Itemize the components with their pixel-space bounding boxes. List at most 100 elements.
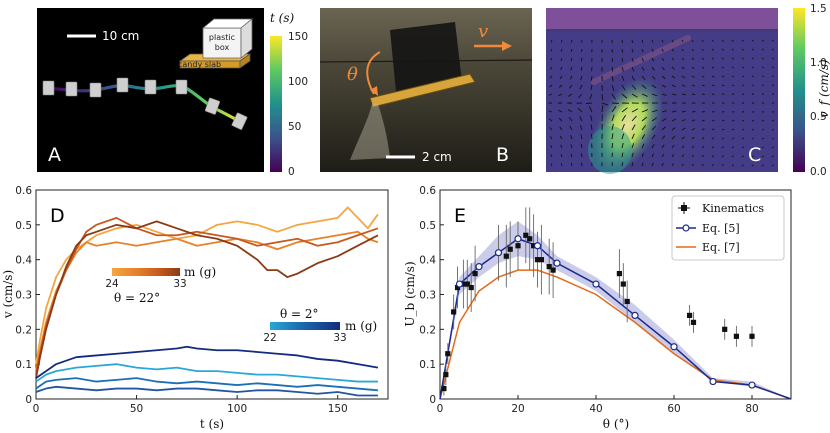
- velocity-vector-67: [761, 57, 764, 60]
- velocity-vector-30: [621, 48, 624, 53]
- eq5-marker-10: [709, 377, 717, 386]
- velocity-vector-272: [741, 137, 745, 140]
- velocity-vector-81: [671, 66, 675, 70]
- velocity-vector-291: [701, 145, 705, 149]
- velocity-vector-130: [701, 84, 705, 87]
- velocity-vector-22: [771, 39, 774, 42]
- panel-c-surface-region: [546, 8, 778, 30]
- velocity-vector-124: [641, 84, 647, 90]
- velocity-vector-152: [691, 93, 696, 96]
- velocity-vector-290: [691, 145, 695, 149]
- velocity-vector-113: [761, 75, 765, 78]
- eq5-marker-9: [670, 343, 678, 351]
- velocity-vector-10: [651, 39, 654, 43]
- velocity-vector-313: [691, 154, 695, 158]
- velocity-arrowhead: [502, 41, 512, 51]
- velocity-vector-342: [751, 164, 754, 167]
- kinematics-point-8: [472, 271, 478, 277]
- velocity-vector-114: [771, 75, 775, 78]
- velocity-vector-108: [711, 75, 715, 78]
- e-xtick-label-20: 20: [511, 403, 524, 415]
- velocity-vector-141: [578, 93, 583, 99]
- snapshot-5: [144, 79, 157, 95]
- velocity-vector-34: [661, 48, 664, 52]
- legend-22-unit: m (g): [184, 265, 216, 279]
- velocity-vector-33: [651, 48, 654, 53]
- velocity-vector-220: [681, 119, 686, 122]
- panel-a-cbar-tick-0: 0: [288, 166, 295, 178]
- velocity-vector-25: [570, 48, 573, 52]
- kinematics-point-11: [507, 246, 513, 252]
- legend-2-min: 22: [263, 332, 276, 344]
- velocity-vector-150: [671, 93, 677, 96]
- d-series-line-6: [35, 385, 378, 397]
- kinematics-point-20: [616, 271, 622, 277]
- velocity-vector-249: [741, 128, 745, 131]
- velocity-vector-142: [589, 93, 593, 100]
- velocity-vector-116: [558, 84, 563, 88]
- velocity-vector-250: [751, 128, 755, 131]
- velocity-vector-21: [761, 39, 764, 42]
- velocity-vector-259: [611, 133, 614, 140]
- velocity-vector-188: [589, 106, 593, 113]
- velocity-vector-264: [661, 135, 666, 140]
- kinematics-point-0: [441, 385, 447, 392]
- velocity-vector-292: [711, 146, 715, 149]
- velocity-vector-236: [611, 123, 614, 131]
- velocity-vector-85: [711, 66, 715, 69]
- velocity-vector-245: [701, 128, 705, 131]
- legend-2-colorbar: [270, 322, 340, 330]
- velocity-vector-340: [731, 164, 734, 167]
- velocity-vector-112: [751, 75, 755, 78]
- velocity-vector-38: [701, 48, 704, 51]
- velocity-vector-232: [569, 125, 573, 131]
- panel-e-series: [439, 207, 792, 400]
- d-series-line-0: [35, 206, 379, 365]
- velocity-vector-45: [771, 48, 774, 51]
- velocity-vector-231: [559, 126, 563, 131]
- velocity-vector-254: [559, 135, 563, 140]
- velocity-vector-223: [711, 119, 715, 122]
- velocity-vector-122: [621, 84, 626, 91]
- velocity-vector-196: [671, 110, 677, 113]
- kinematics-point-14: [527, 236, 533, 242]
- velocity-vector-211: [590, 115, 593, 122]
- legend-eq7-label: Eq. [7]: [702, 241, 740, 254]
- kinematics-point-23: [687, 312, 693, 318]
- velocity-vector-273: [751, 137, 755, 140]
- d-ytick-label-0.5: 0.5: [15, 220, 32, 232]
- velocity-vector-190: [611, 106, 617, 113]
- velocity-vector-238: [631, 124, 636, 131]
- velocity-vector-284: [631, 143, 635, 149]
- panel-e-label: E: [454, 205, 466, 227]
- d-ytick-label-0.3: 0.3: [15, 290, 32, 302]
- velocity-vector-214: [621, 114, 626, 122]
- velocity-vector-125: [651, 84, 657, 89]
- velocity-vector-99: [621, 75, 625, 82]
- velocity-vector-248: [731, 128, 735, 131]
- velocity-vector-88: [741, 66, 745, 69]
- legend-22-colorbar: [112, 268, 180, 276]
- velocity-vector-330: [631, 162, 634, 167]
- candy-slab-photo: [369, 73, 476, 108]
- panel-e-legend: Kinematics Eq. [5] Eq. [7]: [671, 195, 785, 261]
- velocity-vector-32: [641, 48, 644, 53]
- velocity-vector-306: [621, 152, 624, 158]
- velocity-vector-333: [661, 162, 664, 167]
- velocity-vector-47: [560, 57, 563, 61]
- e-xtick-label-80: 80: [745, 403, 758, 415]
- velocity-vector-62: [711, 57, 715, 60]
- kinematics-point-6: [464, 281, 470, 287]
- legend-2-title: θ = 2°: [280, 307, 319, 321]
- velocity-vector-314: [701, 154, 705, 158]
- velocity-vector-89: [751, 66, 755, 69]
- snapshot-8: [231, 112, 248, 130]
- panel-c-vector-field: [548, 39, 775, 167]
- velocity-vector-208: [558, 117, 563, 122]
- velocity-vector-321: [771, 155, 774, 158]
- velocity-vector-76: [621, 66, 624, 72]
- velocity-vector-266: [681, 136, 685, 140]
- velocity-vector-102: [651, 75, 656, 80]
- velocity-vector-186: [567, 109, 573, 113]
- velocity-vector-1: [560, 39, 563, 43]
